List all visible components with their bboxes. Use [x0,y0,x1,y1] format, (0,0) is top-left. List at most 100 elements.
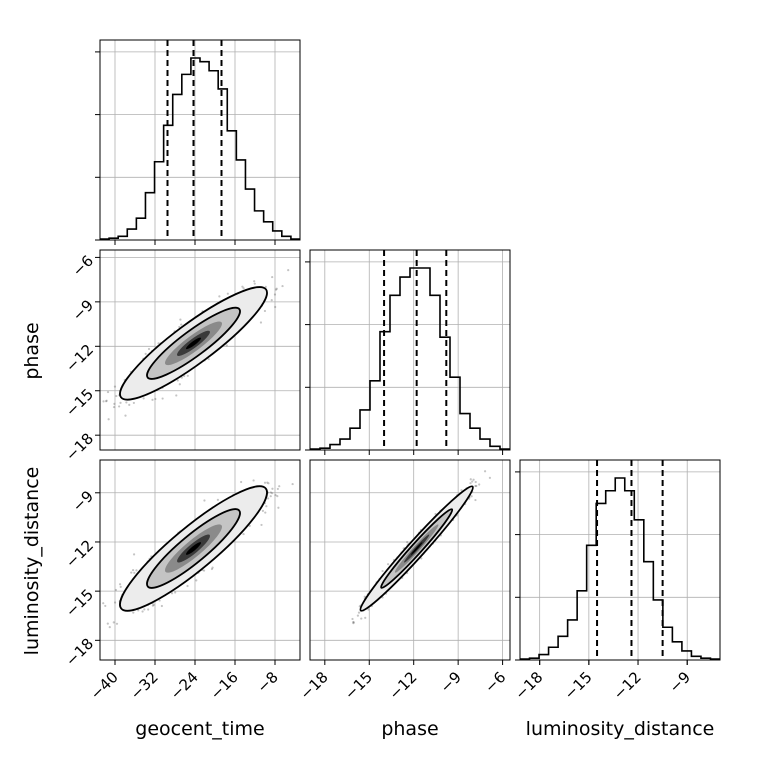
sample-point [469,478,472,481]
sample-point [115,394,118,398]
sample-point [274,305,277,309]
histogram-step-phase [310,267,510,450]
sample-point [270,299,273,302]
sample-point [287,269,290,272]
sample-point [278,485,281,488]
sample-point [420,557,423,560]
sample-point [107,418,110,421]
sample-point [240,480,243,484]
sample-point [118,405,121,408]
sample-point [102,400,105,403]
sample-point [406,541,409,544]
panel-frame [99,249,301,451]
sample-point [144,352,147,355]
density-fill-peak [186,542,202,555]
sample-point [291,482,294,486]
sample-point [180,376,183,379]
sample-point [186,584,189,588]
scatter-content [100,460,300,660]
sample-point [469,482,472,485]
sample-point [157,342,160,345]
sample-point [267,482,270,485]
x-axis-label-luminosity-distance: luminosity_distance [526,718,715,740]
sample-point [367,608,370,611]
sample-point [474,498,477,502]
sample-point [207,357,210,361]
sample-point [274,288,278,291]
density-fill-peak [185,337,201,350]
x-axis-label-geocent-time: geocent_time [135,718,264,740]
sample-point [151,398,154,401]
contour-outer [119,286,268,401]
sample-point [178,325,181,329]
sample-point [106,622,109,625]
sample-point [132,401,135,405]
panel-frame [309,249,511,451]
sample-point [474,484,477,488]
sample-point [175,394,178,397]
sample-point [104,604,107,608]
sample-point [264,285,267,288]
sample-point [472,478,475,481]
sample-point [170,592,174,595]
sample-point [357,611,361,614]
histogram-panel-phase [305,249,511,455]
sample-point [174,591,177,594]
sample-point [202,569,206,572]
sample-point [356,614,360,617]
sample-point [267,497,270,500]
sample-point [108,625,111,629]
sample-point [281,284,284,288]
sample-point [133,571,136,574]
sample-point [176,379,179,382]
sample-point [135,569,138,572]
contour-outer [359,485,474,612]
sample-point [269,491,272,494]
sample-point [271,275,274,279]
sample-point [460,489,463,492]
histogram-panel-luminosity_distance [515,459,721,665]
scatter-panel-phase-vs-luminosity_distance [309,459,511,661]
sample-point [147,608,150,611]
sample-point [277,506,280,509]
sample-point [158,599,161,602]
sample-point [131,568,135,572]
sample-point [364,616,367,619]
sample-point [132,553,136,556]
sample-point [113,385,117,388]
sample-point [112,405,116,409]
sample-point [211,566,214,569]
sample-point [352,622,355,625]
sample-point [252,479,255,482]
sample-point [265,505,268,508]
sample-point [352,621,355,624]
sample-point [242,287,245,290]
sample-point [269,495,272,498]
sample-point [275,287,278,290]
sample-point [276,494,279,498]
sample-point [264,511,267,514]
histogram-step-geocent_time [100,57,300,240]
sample-point [180,323,183,326]
sample-point [273,293,277,296]
sample-point [154,397,157,401]
sample-point [381,569,384,573]
sample-point [186,374,189,377]
sample-point [259,321,263,324]
sample-point [483,470,487,473]
sample-point [128,403,131,406]
density-fill-peak [410,542,423,555]
scatter-panel-geocent_time-vs-luminosity_distance [99,459,301,661]
sample-point [386,563,390,566]
scatter-panel-geocent_time-vs-phase [99,249,301,451]
sample-point [241,285,244,288]
sample-point [130,571,133,574]
sample-point [478,483,481,486]
sample-point [263,309,267,313]
sample-point [260,523,263,527]
sample-point [142,397,145,400]
contour-inner [380,508,454,589]
contour-inner [146,508,241,589]
sample-point [105,400,108,403]
